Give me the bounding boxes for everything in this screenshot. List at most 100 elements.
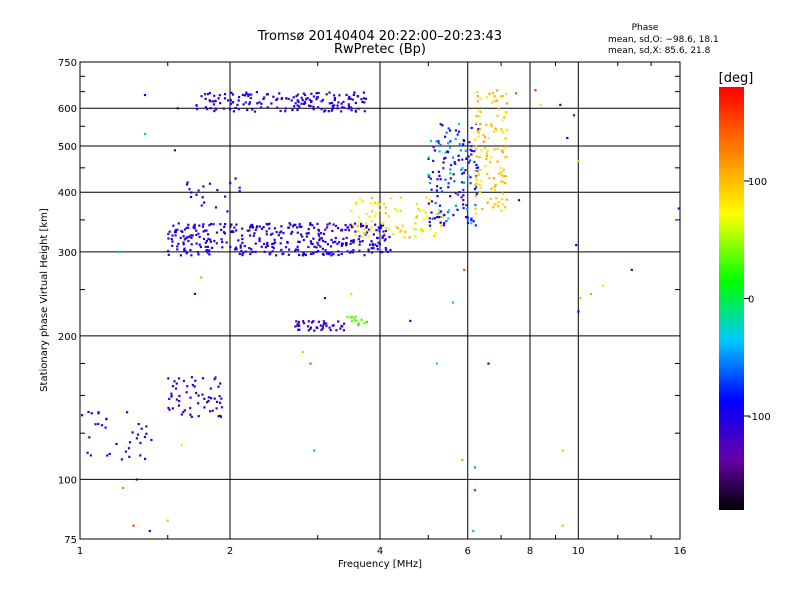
data-point xyxy=(334,240,337,243)
data-point xyxy=(229,108,232,111)
data-point xyxy=(309,223,312,226)
data-point xyxy=(207,399,210,403)
data-point xyxy=(352,224,355,227)
data-point xyxy=(207,237,210,241)
data-point xyxy=(427,156,430,159)
data-point xyxy=(266,106,269,109)
data-point xyxy=(384,247,387,250)
data-point xyxy=(332,253,335,256)
data-point xyxy=(248,103,251,106)
data-point xyxy=(254,250,257,253)
data-point xyxy=(326,223,329,226)
data-point xyxy=(310,242,313,245)
data-point xyxy=(436,195,439,198)
data-point xyxy=(472,220,475,223)
data-point xyxy=(143,93,147,97)
data-point xyxy=(351,98,354,101)
data-point xyxy=(185,252,188,255)
data-point xyxy=(272,247,275,250)
data-point xyxy=(190,254,193,257)
data-point xyxy=(307,232,310,235)
data-point xyxy=(487,362,490,365)
data-point xyxy=(333,97,337,100)
data-point xyxy=(204,241,207,244)
data-point xyxy=(182,241,185,244)
data-point xyxy=(277,234,280,237)
data-point xyxy=(178,394,181,398)
data-point xyxy=(500,128,503,131)
data-point xyxy=(249,252,252,256)
data-point xyxy=(298,324,301,327)
data-point xyxy=(271,232,274,235)
data-point xyxy=(213,378,216,381)
data-point xyxy=(176,245,179,248)
data-point xyxy=(362,232,365,235)
data-point xyxy=(148,529,151,533)
data-point xyxy=(486,201,489,204)
data-point xyxy=(211,409,214,412)
data-point xyxy=(476,166,480,169)
data-point xyxy=(333,94,336,97)
data-point xyxy=(200,204,203,207)
data-point xyxy=(364,222,367,225)
data-point xyxy=(177,222,180,225)
data-point xyxy=(463,140,466,143)
colorbar-tick-label: 100 xyxy=(748,177,767,188)
data-point xyxy=(197,232,200,235)
data-point xyxy=(495,129,498,132)
data-point xyxy=(415,202,418,205)
data-point xyxy=(325,324,328,328)
data-point xyxy=(328,102,331,105)
data-point xyxy=(285,97,288,100)
data-point xyxy=(465,157,468,160)
data-point xyxy=(321,239,325,242)
data-point xyxy=(389,197,392,200)
data-point xyxy=(272,95,275,98)
data-point xyxy=(202,223,205,226)
data-point xyxy=(475,175,478,178)
data-point xyxy=(167,253,170,256)
data-point xyxy=(449,140,452,143)
data-point xyxy=(168,408,171,411)
data-point xyxy=(501,192,504,195)
data-point xyxy=(436,178,439,181)
data-point xyxy=(242,103,245,106)
data-point xyxy=(350,106,353,109)
data-point xyxy=(309,222,312,225)
data-point xyxy=(478,156,481,159)
data-point xyxy=(213,110,216,113)
data-point xyxy=(251,223,254,226)
data-point xyxy=(500,209,503,212)
y-tick-label: 600 xyxy=(58,104,77,115)
data-point xyxy=(237,108,240,111)
data-point xyxy=(492,206,495,209)
data-point xyxy=(473,188,477,191)
data-point xyxy=(451,301,454,304)
data-point xyxy=(497,201,500,204)
data-point xyxy=(425,196,428,199)
data-point xyxy=(241,234,244,237)
data-point xyxy=(230,91,233,94)
data-point xyxy=(365,320,368,323)
data-point xyxy=(315,250,318,254)
data-point xyxy=(209,238,212,241)
data-point xyxy=(245,92,248,95)
data-point xyxy=(210,246,214,249)
data-point xyxy=(322,232,326,235)
data-point xyxy=(462,194,465,197)
data-point xyxy=(128,455,131,458)
data-point xyxy=(442,224,445,227)
data-point xyxy=(143,132,147,136)
data-point xyxy=(336,104,339,107)
data-point xyxy=(268,253,271,256)
data-point xyxy=(217,385,220,388)
data-point xyxy=(289,223,292,226)
data-point xyxy=(566,136,569,140)
data-point xyxy=(260,245,263,248)
data-point xyxy=(456,208,459,211)
data-point xyxy=(326,243,329,246)
data-point xyxy=(370,202,373,205)
data-point xyxy=(330,254,333,257)
data-point xyxy=(360,98,363,101)
data-point xyxy=(100,424,104,427)
